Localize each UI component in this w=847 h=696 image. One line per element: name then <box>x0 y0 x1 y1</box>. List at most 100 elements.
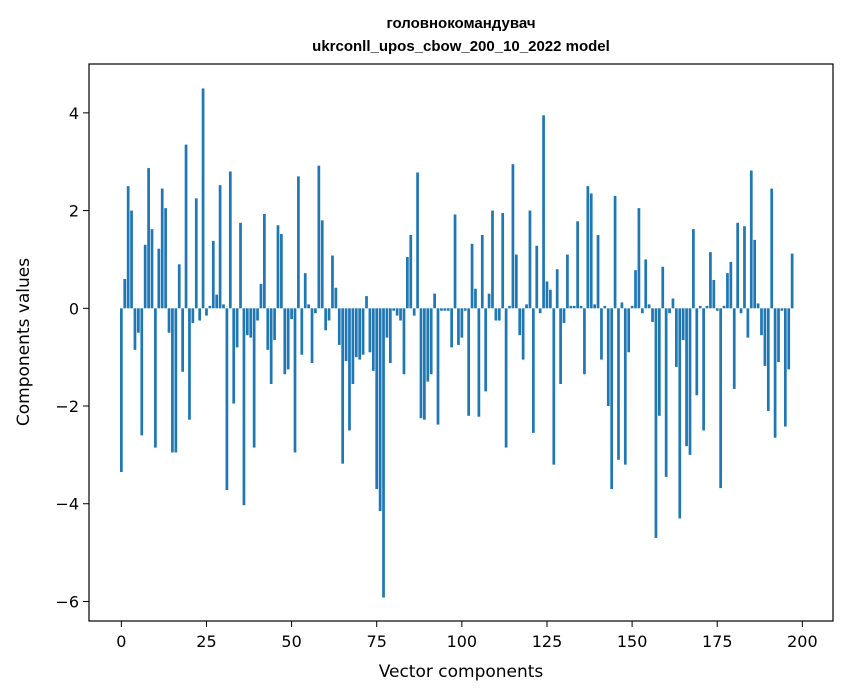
bar-122 <box>535 245 539 309</box>
bar-37 <box>245 308 249 336</box>
bar-41 <box>259 283 263 309</box>
bar-115 <box>511 164 515 309</box>
bar-93 <box>436 308 440 425</box>
bar-132 <box>569 305 573 309</box>
bar-156 <box>651 308 654 322</box>
y-axis-label: Components values <box>14 258 34 426</box>
bar-88 <box>419 308 423 419</box>
bar-57 <box>314 308 317 314</box>
bar-73 <box>368 308 372 353</box>
bar-167 <box>688 308 692 455</box>
x-axis-label: Vector components <box>379 662 544 682</box>
bar-117 <box>518 308 522 336</box>
bar-137 <box>586 186 590 309</box>
bar-12 <box>160 188 164 309</box>
bar-154 <box>644 259 648 309</box>
bar-56 <box>310 308 314 364</box>
bar-42 <box>263 214 266 309</box>
bar-60 <box>324 308 328 331</box>
bar-13 <box>164 208 167 309</box>
bar-107 <box>484 308 488 392</box>
bar-165 <box>681 308 685 341</box>
bar-140 <box>596 235 600 309</box>
bar-7 <box>143 244 147 309</box>
bar-44 <box>269 308 273 385</box>
bar-67 <box>348 308 351 431</box>
bar-129 <box>559 308 562 385</box>
bar-181 <box>736 222 740 309</box>
bar-152 <box>637 208 641 309</box>
bar-141 <box>600 308 603 360</box>
bar-94 <box>440 308 443 311</box>
bar-80 <box>392 308 396 311</box>
bar-168 <box>692 229 695 309</box>
bar-100 <box>460 308 464 338</box>
bar-63 <box>334 287 338 309</box>
bar-166 <box>685 308 688 447</box>
bar-59 <box>320 220 324 309</box>
bar-102 <box>467 308 471 416</box>
bar-120 <box>528 210 532 309</box>
bar-61 <box>327 308 331 321</box>
bar-149 <box>627 308 631 353</box>
bar-163 <box>675 308 678 367</box>
bar-143 <box>606 308 610 407</box>
x-tick-label: 200 <box>787 632 818 651</box>
bar-160 <box>664 308 668 477</box>
bar-78 <box>385 308 389 338</box>
bar-159 <box>661 266 665 309</box>
bar-119 <box>525 304 528 309</box>
bar-146 <box>617 308 620 460</box>
bar-116 <box>514 254 518 309</box>
bar-177 <box>722 305 726 309</box>
bar-32 <box>228 171 232 309</box>
bar-195 <box>783 308 787 427</box>
bar-172 <box>705 305 709 309</box>
bar-47 <box>280 234 283 309</box>
bar-101 <box>463 308 467 311</box>
bar-183 <box>743 226 746 309</box>
bar-87 <box>416 172 419 309</box>
bar-169 <box>695 308 699 396</box>
bar-133 <box>572 305 576 309</box>
bar-184 <box>746 308 750 338</box>
bar-187 <box>756 303 760 309</box>
bar-127 <box>552 308 556 465</box>
bar-89 <box>423 308 426 420</box>
bar-15 <box>171 308 174 453</box>
bar-134 <box>576 221 579 309</box>
bar-125 <box>545 281 549 309</box>
x-tick-label: 125 <box>532 632 563 651</box>
bar-64 <box>337 308 341 345</box>
bar-23 <box>198 308 202 321</box>
bar-121 <box>531 308 535 433</box>
chart-title-line-2: ukrconll_upos_cbow_200_10_2022 model <box>312 38 610 55</box>
bar-124 <box>542 115 545 309</box>
bar-85 <box>409 235 413 309</box>
bar-6 <box>140 308 144 436</box>
y-tick-label: −6 <box>55 592 79 611</box>
bar-35 <box>239 222 242 309</box>
bar-8 <box>147 168 150 309</box>
bar-36 <box>242 308 246 506</box>
bar-130 <box>562 308 566 323</box>
bar-49 <box>286 308 290 370</box>
bar-95 <box>443 308 447 311</box>
bar-51 <box>293 308 297 453</box>
bar-3 <box>130 210 133 309</box>
bar-111 <box>497 308 501 321</box>
bar-92 <box>433 293 436 309</box>
bar-5 <box>137 308 140 333</box>
bar-58 <box>317 165 321 309</box>
bar-142 <box>603 305 607 309</box>
bar-178 <box>726 273 729 309</box>
bar-18 <box>181 308 184 372</box>
x-tick-label: 75 <box>367 632 387 651</box>
bar-52 <box>297 176 300 309</box>
bar-82 <box>399 308 402 321</box>
bar-65 <box>341 308 345 464</box>
chart-title: головнокомандувач ukrconll_upos_cbow_200… <box>312 15 610 55</box>
x-tick-label: 100 <box>447 632 478 651</box>
bar-192 <box>773 308 777 438</box>
